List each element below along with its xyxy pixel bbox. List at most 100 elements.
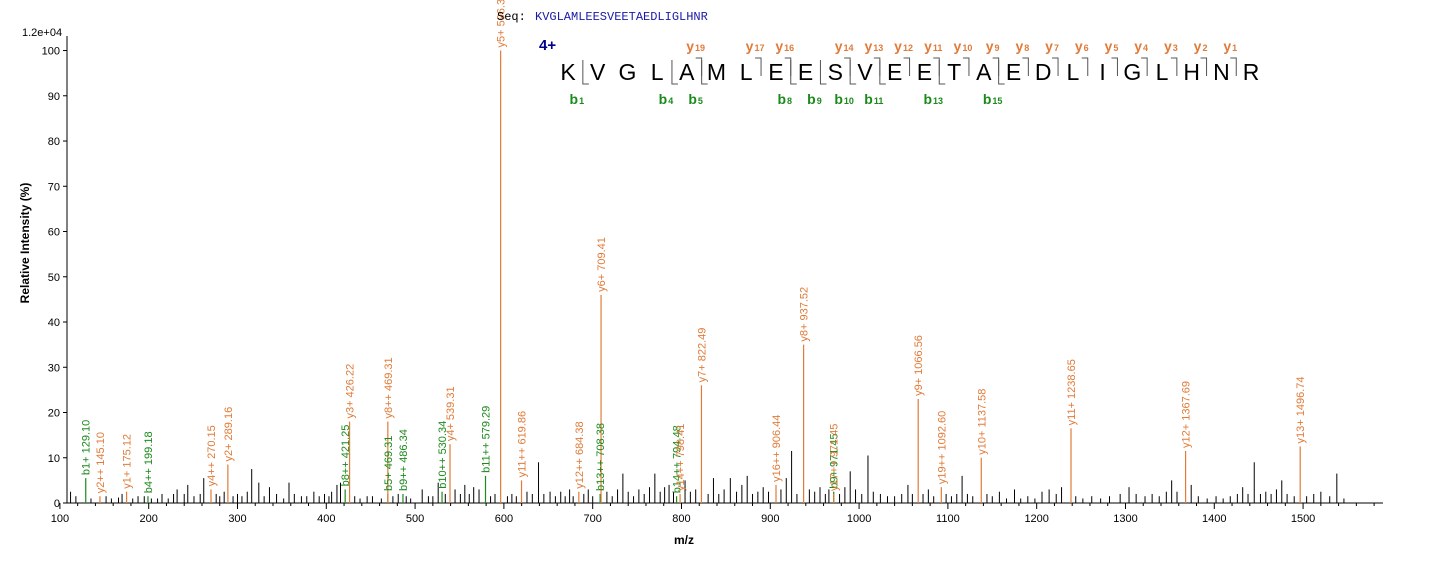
b-ion-number: 4 [668,96,673,106]
x-tick-label: 300 [228,513,246,525]
peak-label: b13++ 708.38 [595,423,607,491]
y-ion-label: y3 [1164,38,1178,54]
y-ion-label: y12 [894,38,913,54]
y-ion-label: y16 [775,38,794,54]
peak-label: y6+ 709.41 [596,237,608,292]
residue: K [560,59,576,85]
y-tick-label: 0 [54,498,60,510]
y-ion-bracket [1052,57,1059,76]
b-ion-label: b8 [777,91,792,107]
x-tick-label: 200 [140,513,158,525]
x-tick-label: 1100 [936,513,960,525]
y-ion-bracket [755,57,762,76]
y-ion-number: 9 [995,43,1000,53]
b-ion-label: b5 [688,91,703,107]
b-ion-label: b10 [834,91,854,107]
peak-label: y1+ 175.12 [122,434,134,489]
x-tick-label: 100 [51,513,69,525]
b-ion-number: 10 [844,96,854,106]
peak-label: b10++ 530.34 [437,421,449,489]
peak-labels: b1+ 129.10 y2++ 145.10 y1+ 175.12 b4++ 199.… [81,0,1307,493]
y-ion-label: y4 [1134,38,1148,54]
b-ion-label: b13 [923,91,943,107]
y-axis-label: Relative Intensity (%) [18,183,32,304]
peak-label: b14++ 794.48 [672,425,684,493]
x-axis-label: m/z [674,533,694,547]
y-ion-number: 13 [873,43,883,53]
residue: T [947,59,961,85]
b-ion-number: 8 [787,96,792,106]
peak-label: b9+ 971.45 [829,433,841,488]
residue: E [768,59,783,85]
y-ion-number: 4 [1143,43,1148,53]
scale-label: 1.2e+04 [22,27,62,39]
residue: E [917,59,932,85]
residue: G [618,59,636,85]
y-ion-bracket [1200,57,1208,76]
residue: S [828,59,843,85]
y-tick-label: 80 [48,136,60,148]
y-ion-label: y1 [1223,38,1237,54]
y-ion-label: y19 [686,38,705,54]
b-ion-bracket [582,60,589,85]
y-ion-label: y7 [1045,38,1059,54]
y-tick-label: 20 [48,408,60,420]
b-ion-bracket [790,60,797,85]
peak-label: y19++ 1092.60 [936,411,948,484]
y-ion-number: 14 [844,43,854,53]
y-ion-bracket [1022,57,1029,76]
residue: E [887,59,902,85]
y-ion-bracket [844,57,851,76]
y-ion-bracket [992,57,1000,76]
peak-label: b5+ 469.31 [383,436,395,491]
y-ion-number: 11 [933,43,943,53]
y-tick-label: 100 [42,46,60,58]
peak-label: y7+ 822.49 [696,328,708,383]
peak-label: y11+ 1238.65 [1066,359,1078,425]
y-tick-label: 10 [48,453,60,465]
peak-label: y14++ 798.41 [675,424,687,491]
y-ion-number: 17 [754,43,764,53]
x-tick-label: 800 [672,513,690,525]
y-ion-number: 5 [1113,43,1118,53]
peak-label: b9++ 486.34 [398,429,410,491]
y-ion-bracket [962,57,970,76]
y-ion-label: y11 [924,38,942,54]
b-ion-bracket [701,60,708,85]
seq-value: KVGLAMLEESVEETAEDLIGLHNR [535,10,708,24]
b-ion-label: b9 [807,91,822,107]
y-ion-number: 1 [1232,43,1237,53]
y-ion-bracket [933,57,940,76]
y-ion-number: 3 [1173,43,1178,53]
peak-label: y11++ 619.86 [517,411,529,477]
b-ion-bracket [671,60,678,85]
y-ion-bracket [1081,57,1089,76]
b-ion-bracket [998,60,1005,85]
b-ion-bracket [849,60,857,85]
peak-label: y2+ 289.16 [223,407,235,462]
residue: L [651,59,664,85]
peak-label: y3+ 426.22 [345,364,357,419]
y-ion-bracket [1111,57,1118,76]
y-ion-number: 8 [1024,43,1029,53]
y-ion-number: 7 [1054,43,1059,53]
residue: H [1183,59,1200,85]
y-ion-bracket [784,57,792,76]
b-ion-bracket [879,60,886,85]
y-ion-label: y6 [1075,38,1089,54]
x-tick-label: 900 [761,513,779,525]
peak-label: y4++ 270.15 [206,425,218,486]
b-ion-label: b15 [983,91,1003,107]
peak-label: b11++ 579.29 [481,406,493,473]
peak-label: y4+ 539.31 [445,386,457,441]
y-ion-bracket [1230,57,1237,76]
x-tick-label: 1300 [1113,513,1137,525]
peak-label: y16++ 906.44 [771,415,783,482]
residue: N [1213,59,1230,85]
y-tick-label: 30 [48,362,60,374]
peak-label: y13+ 1496.74 [1295,376,1307,443]
y-ion-label: y9 [986,38,1000,54]
x-tick-label: 1200 [1024,513,1048,525]
